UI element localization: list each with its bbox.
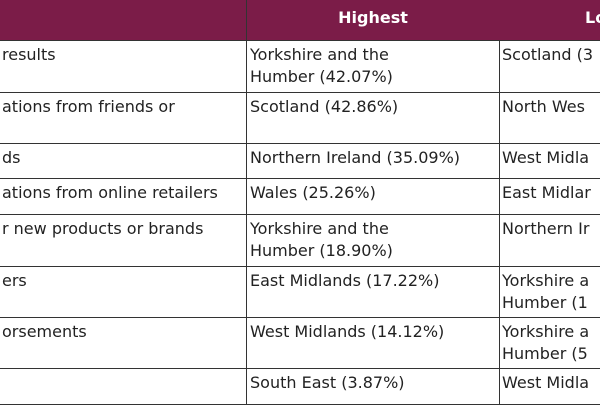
cell-text: ds xyxy=(2,148,21,167)
cell-text: West Midlands (14.12%) xyxy=(250,322,445,341)
cell-text: Yorkshire and the xyxy=(250,219,389,238)
cell-text: Northern Ir xyxy=(502,219,590,238)
cell-text: North Wes xyxy=(502,97,585,116)
table-cell xyxy=(0,368,247,405)
table-cell: West Midla xyxy=(499,368,600,405)
cell-text: Humber (18.90%) xyxy=(250,241,393,260)
table-cell: results xyxy=(0,40,247,93)
cell-text: Northern Ireland (35.09%) xyxy=(250,148,461,167)
table-cell: Yorkshire a Humber (1 xyxy=(499,266,600,318)
cell-text: r new products or brands xyxy=(2,219,204,238)
cell-text: Humber (5 xyxy=(502,344,588,363)
table-cell: Northern Ir xyxy=(499,214,600,267)
table-cell: East Midlar xyxy=(499,178,600,215)
cell-text: West Midla xyxy=(502,373,590,392)
cell-text: Wales (25.26%) xyxy=(250,183,376,202)
cell-text: East Midlands (17.22%) xyxy=(250,271,440,290)
cell-text: ations from online retailers xyxy=(2,183,218,202)
header-cell: Highest xyxy=(247,0,500,41)
cell-text: Scotland (3 xyxy=(502,45,594,64)
header-cell xyxy=(0,0,247,41)
table-cell: East Midlands (17.22%) xyxy=(247,266,500,318)
table-cell: West Midlands (14.12%) xyxy=(247,317,500,369)
table-cell: ations from online retailers xyxy=(0,178,247,215)
table-cell: ations from friends or xyxy=(0,92,247,144)
header-cell: Lo xyxy=(499,0,600,41)
table-cell: ers xyxy=(0,266,247,318)
cell-text: West Midla xyxy=(502,148,590,167)
table-cell: Yorkshire and the Humber (18.90%) xyxy=(247,214,500,267)
table-cell: North Wes xyxy=(499,92,600,144)
table-cell: r new products or brands xyxy=(0,214,247,267)
table-cell: orsements xyxy=(0,317,247,369)
cell-text: Yorkshire a xyxy=(502,271,590,290)
cell-text: South East (3.87%) xyxy=(250,373,405,392)
table-cell: Scotland (42.86%) xyxy=(247,92,500,144)
cell-text: Humber (42.07%) xyxy=(250,67,393,86)
table-cell: ds xyxy=(0,143,247,179)
cell-text: ations from friends or xyxy=(2,97,175,116)
table-cell: West Midla xyxy=(499,143,600,179)
table-cell: Scotland (3 xyxy=(499,40,600,93)
cell-text: results xyxy=(2,45,56,64)
cell-text: Scotland (42.86%) xyxy=(250,97,399,116)
cell-text: East Midlar xyxy=(502,183,591,202)
cell-text: orsements xyxy=(2,322,87,341)
cell-text: ers xyxy=(2,271,27,290)
table-cell: Wales (25.26%) xyxy=(247,178,500,215)
table-cell: Northern Ireland (35.09%) xyxy=(247,143,500,179)
table-cell: Yorkshire a Humber (5 xyxy=(499,317,600,369)
table-cell: South East (3.87%) xyxy=(247,368,500,405)
cell-text: Humber (1 xyxy=(502,293,588,312)
cell-text: Yorkshire and the xyxy=(250,45,389,64)
table-cell: Yorkshire and the Humber (42.07%) xyxy=(247,40,500,93)
cell-text: Yorkshire a xyxy=(502,322,590,341)
